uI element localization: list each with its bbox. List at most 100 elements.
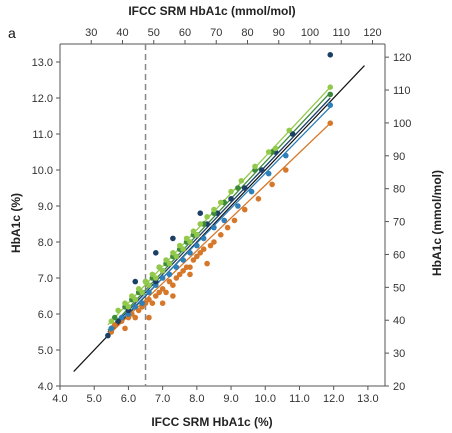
y2-tick-label: 70: [393, 217, 405, 229]
y2-tick-label: 40: [393, 315, 405, 327]
left-axis-title: HbA1c (%): [9, 193, 23, 253]
x2-tick-label: 120: [363, 27, 381, 39]
axes-layer: 4.0 5.0 6.0 7.0 8.0 9.0 10.0 11.0 12.0 13.0 4.0 5.0…: [32, 27, 412, 405]
data-point: [197, 250, 204, 256]
points-layer: [105, 52, 334, 339]
data-point: [255, 196, 262, 202]
data-point: [132, 304, 139, 310]
data-point: [187, 239, 193, 245]
data-point: [170, 235, 176, 242]
x-tick-label: 6.0: [121, 393, 136, 405]
data-point: [139, 300, 145, 307]
data-point: [173, 253, 180, 260]
x2-tick-label: 90: [273, 27, 285, 39]
data-point: [204, 260, 210, 267]
data-point: [187, 250, 193, 256]
data-point: [149, 300, 156, 307]
data-point: [200, 246, 207, 252]
data-point: [118, 314, 125, 321]
top-axis-title: IFCC SRM HbA1c (mmol/mol): [128, 4, 295, 18]
data-point: [173, 264, 180, 271]
data-point: [159, 300, 166, 307]
data-point: [111, 314, 118, 321]
x-tick-label: 4.0: [52, 393, 67, 405]
data-point: [241, 206, 248, 213]
right-axis-title: HbA1c (mmol/mol): [430, 170, 444, 276]
data-point: [152, 275, 159, 281]
data-point: [183, 235, 190, 242]
data-point: [327, 120, 334, 126]
data-point: [211, 239, 217, 245]
data-point: [173, 275, 180, 281]
y-tick-label: 12.0: [32, 93, 53, 105]
data-point: [111, 322, 118, 328]
data-point: [146, 296, 152, 303]
data-point: [327, 52, 334, 58]
data-point: [282, 152, 289, 159]
data-point: [156, 289, 163, 296]
data-point: [187, 264, 193, 271]
data-point: [228, 196, 234, 202]
data-point: [265, 149, 272, 155]
data-point: [139, 289, 145, 296]
x-tick-label: 10.0: [255, 393, 276, 405]
y-tick-label: 4.0: [38, 381, 53, 393]
data-point: [282, 167, 289, 173]
data-point: [132, 314, 139, 321]
x-tick-label: 5.0: [87, 393, 102, 405]
data-point: [170, 250, 176, 256]
data-point: [149, 271, 156, 278]
data-point: [135, 286, 142, 292]
x2-tick-label: 40: [116, 27, 128, 39]
data-point: [204, 214, 210, 220]
data-point: [180, 257, 186, 263]
y2-tick-label: 80: [393, 184, 405, 196]
data-point: [197, 221, 204, 227]
y2-tick-label: 30: [393, 348, 405, 360]
data-point: [166, 278, 173, 285]
data-point: [159, 275, 166, 281]
data-point: [105, 332, 111, 339]
bottom-axis-title: IFCC SRM HbA1c (%): [151, 415, 272, 429]
data-point: [217, 232, 224, 238]
data-point: [248, 188, 255, 195]
data-point: [228, 188, 234, 195]
y-tick-label: 8.0: [38, 237, 53, 249]
data-point: [146, 282, 152, 289]
y2-tick-label: 60: [393, 249, 405, 261]
data-point: [269, 181, 275, 188]
data-point: [163, 289, 169, 296]
data-point: [231, 217, 238, 224]
data-point: [286, 127, 293, 134]
x2-tick-label: 110: [332, 27, 350, 39]
y-tick-label: 13.0: [32, 57, 53, 69]
data-point: [235, 203, 241, 209]
data-point: [180, 246, 186, 252]
data-point: [159, 268, 166, 274]
regression-line: [107, 122, 331, 337]
x-tick-label: 9.0: [223, 393, 238, 405]
data-point: [187, 271, 193, 278]
data-point: [176, 271, 183, 278]
x2-tick-label: 100: [301, 27, 319, 39]
panel-label: a: [8, 25, 16, 41]
y-tick-label: 5.0: [38, 345, 53, 357]
data-point: [166, 271, 173, 278]
data-point: [200, 235, 207, 242]
data-point: [156, 264, 163, 271]
data-point: [327, 91, 334, 98]
y-tick-label: 6.0: [38, 309, 53, 321]
y2-tick-label: 110: [393, 85, 411, 97]
data-point: [241, 185, 248, 191]
data-point: [125, 304, 132, 310]
data-point: [327, 102, 334, 108]
data-point: [190, 257, 197, 263]
data-point: [159, 286, 166, 292]
data-point: [289, 131, 296, 137]
data-point: [252, 163, 258, 170]
data-point: [132, 296, 139, 303]
data-point: [194, 242, 200, 249]
data-point: [163, 257, 169, 263]
data-point: [135, 307, 142, 314]
data-point: [194, 232, 200, 238]
